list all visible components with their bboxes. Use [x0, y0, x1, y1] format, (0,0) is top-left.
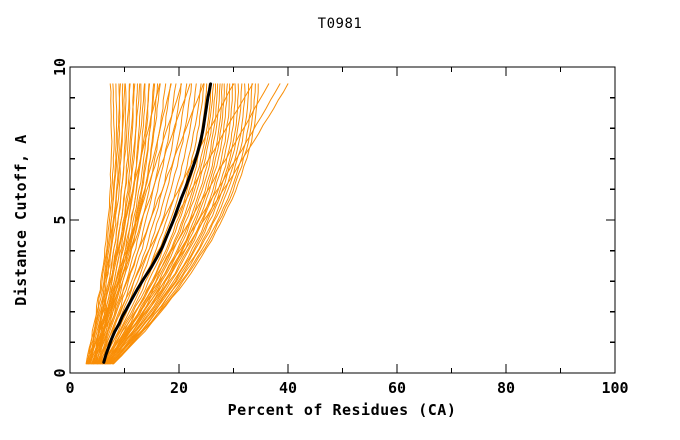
model-curve — [95, 83, 141, 365]
model-curve — [93, 83, 131, 365]
model-curve — [105, 83, 223, 365]
model-curve — [112, 83, 256, 365]
y-axis-ticks — [70, 66, 615, 374]
x-tick-label: 40 — [279, 379, 297, 397]
y-axis-tick-labels: 0 5 10 — [51, 58, 69, 378]
model-curve — [110, 83, 239, 365]
y-tick-label: 10 — [51, 58, 69, 76]
model-curve — [106, 83, 225, 365]
reference-curve — [102, 82, 213, 364]
model-curve — [89, 83, 161, 365]
x-tick-label: 20 — [170, 379, 188, 397]
x-tick-label: 80 — [497, 379, 515, 397]
y-tick-label: 5 — [51, 215, 69, 224]
model-curve — [96, 83, 151, 365]
model-curve — [101, 83, 270, 365]
y-tick-label: 0 — [51, 368, 69, 377]
model-curve — [93, 83, 121, 365]
model-curve — [91, 83, 172, 365]
model-curve — [106, 83, 221, 365]
model-curve — [101, 83, 192, 365]
model-curve — [92, 83, 159, 365]
x-axis-ticks — [69, 67, 616, 373]
model-curve — [93, 83, 204, 365]
model-curve — [97, 83, 235, 365]
model-curve — [104, 83, 281, 365]
model-curve — [111, 83, 250, 365]
chart-title: T0981 — [318, 16, 363, 32]
x-tick-label: 60 — [388, 379, 406, 397]
model-curve — [100, 83, 197, 365]
model-curve — [86, 83, 115, 365]
model-curve — [109, 83, 243, 365]
x-tick-label: 0 — [65, 379, 74, 397]
model-curve — [101, 83, 202, 365]
y-axis-title: Distance Cutoff, A — [12, 134, 30, 306]
x-axis-tick-labels: 0 20 40 60 80 100 — [65, 379, 628, 397]
model-curve — [87, 83, 121, 365]
model-curve — [107, 83, 228, 365]
model-curve — [98, 83, 172, 365]
model-curve — [92, 83, 191, 365]
model-curve — [108, 83, 231, 365]
x-tick-label: 100 — [601, 379, 628, 397]
model-curve — [104, 83, 217, 365]
model-curve — [107, 83, 289, 365]
model-curve-group — [85, 83, 289, 365]
x-axis-title: Percent of Residues (CA) — [228, 401, 457, 419]
